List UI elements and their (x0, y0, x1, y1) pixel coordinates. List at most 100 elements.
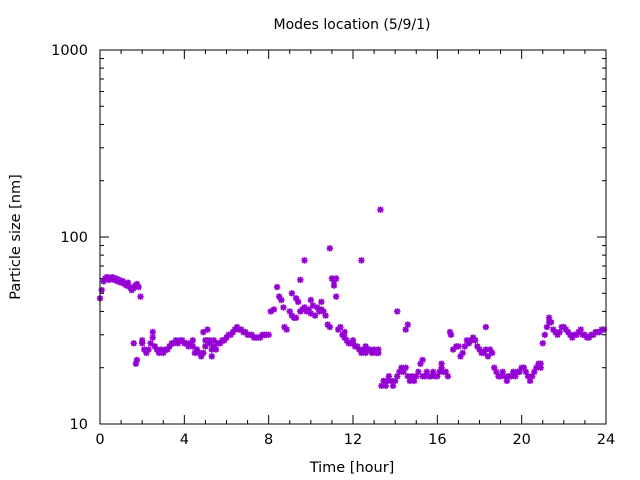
data-point (455, 343, 462, 350)
data-point (179, 337, 186, 344)
data-point (248, 331, 255, 338)
data-point (183, 340, 190, 347)
data-point (126, 283, 134, 291)
data-point (600, 326, 608, 333)
data-point (482, 323, 490, 331)
data-point (581, 331, 589, 338)
data-point (204, 326, 211, 333)
y-tick-label: 1000 (51, 43, 88, 59)
data-point (497, 373, 504, 380)
data-point (208, 346, 215, 353)
data-point (337, 323, 344, 331)
data-point (499, 368, 506, 376)
data-point (257, 334, 264, 341)
data-point (358, 257, 365, 264)
data-point (404, 373, 412, 380)
data-point (137, 293, 144, 300)
data-point (577, 326, 584, 333)
data-point (153, 346, 161, 353)
data-point (210, 337, 218, 344)
data-point (394, 308, 401, 315)
data-point (539, 340, 546, 347)
data-point (449, 346, 457, 353)
data-point (510, 368, 517, 376)
data-point (189, 343, 196, 350)
data-point (547, 319, 555, 326)
data-point (170, 340, 177, 347)
data-point (410, 377, 418, 385)
data-point (322, 312, 329, 319)
data-point (202, 337, 209, 344)
data-point (389, 382, 397, 390)
y-axis-label: Particle size [nm] (8, 174, 24, 300)
data-point (446, 328, 454, 336)
data-point (307, 310, 315, 317)
data-point (423, 368, 430, 376)
data-point (187, 340, 194, 347)
data-point (292, 314, 300, 321)
x-tick-label: 24 (597, 432, 615, 448)
data-point (556, 328, 563, 336)
data-point (569, 334, 576, 341)
data-point (124, 279, 132, 286)
data-point (398, 364, 405, 371)
data-point (356, 346, 363, 353)
data-point (294, 298, 302, 306)
data-point (402, 326, 409, 333)
data-point (195, 349, 203, 357)
data-point (172, 337, 180, 344)
data-point (143, 349, 150, 357)
data-point (438, 364, 445, 371)
x-tick-label: 20 (512, 432, 530, 448)
x-axis-label: Time [hour] (309, 460, 395, 476)
data-point (318, 298, 325, 306)
data-point (267, 308, 274, 315)
data-point (301, 257, 308, 264)
data-point (444, 373, 452, 380)
data-point (358, 349, 365, 357)
data-point (185, 343, 192, 350)
data-point (493, 368, 500, 376)
data-point (543, 323, 551, 331)
data-point (368, 349, 376, 357)
data-point (520, 364, 527, 371)
data-point (465, 340, 473, 347)
data-point (537, 360, 544, 367)
data-point (330, 278, 338, 285)
data-point (193, 346, 201, 353)
data-point (301, 304, 308, 311)
data-point (362, 343, 369, 350)
data-point (313, 304, 321, 311)
data-point (343, 337, 350, 344)
y-tick-label: 100 (60, 230, 88, 246)
data-point (283, 326, 290, 333)
data-point (447, 331, 455, 338)
data-point (320, 308, 327, 315)
data-point (341, 328, 348, 336)
data-point (400, 368, 407, 376)
x-tick-label: 16 (428, 432, 446, 448)
data-point (133, 356, 141, 364)
data-point (394, 373, 401, 380)
data-point (375, 349, 382, 357)
data-point (223, 334, 230, 341)
data-point (531, 368, 538, 376)
data-point (516, 368, 523, 376)
data-point (216, 340, 224, 347)
data-point (221, 337, 228, 344)
data-point (402, 364, 409, 371)
data-point (286, 308, 293, 315)
data-point (330, 282, 338, 289)
data-point (362, 349, 369, 357)
data-point (305, 306, 312, 313)
data-point (474, 343, 481, 350)
data-point (141, 346, 148, 353)
data-point (476, 346, 483, 353)
data-point (98, 286, 105, 294)
data-point (404, 321, 412, 328)
data-point (482, 346, 490, 353)
data-point (491, 364, 498, 371)
data-point (332, 275, 340, 282)
